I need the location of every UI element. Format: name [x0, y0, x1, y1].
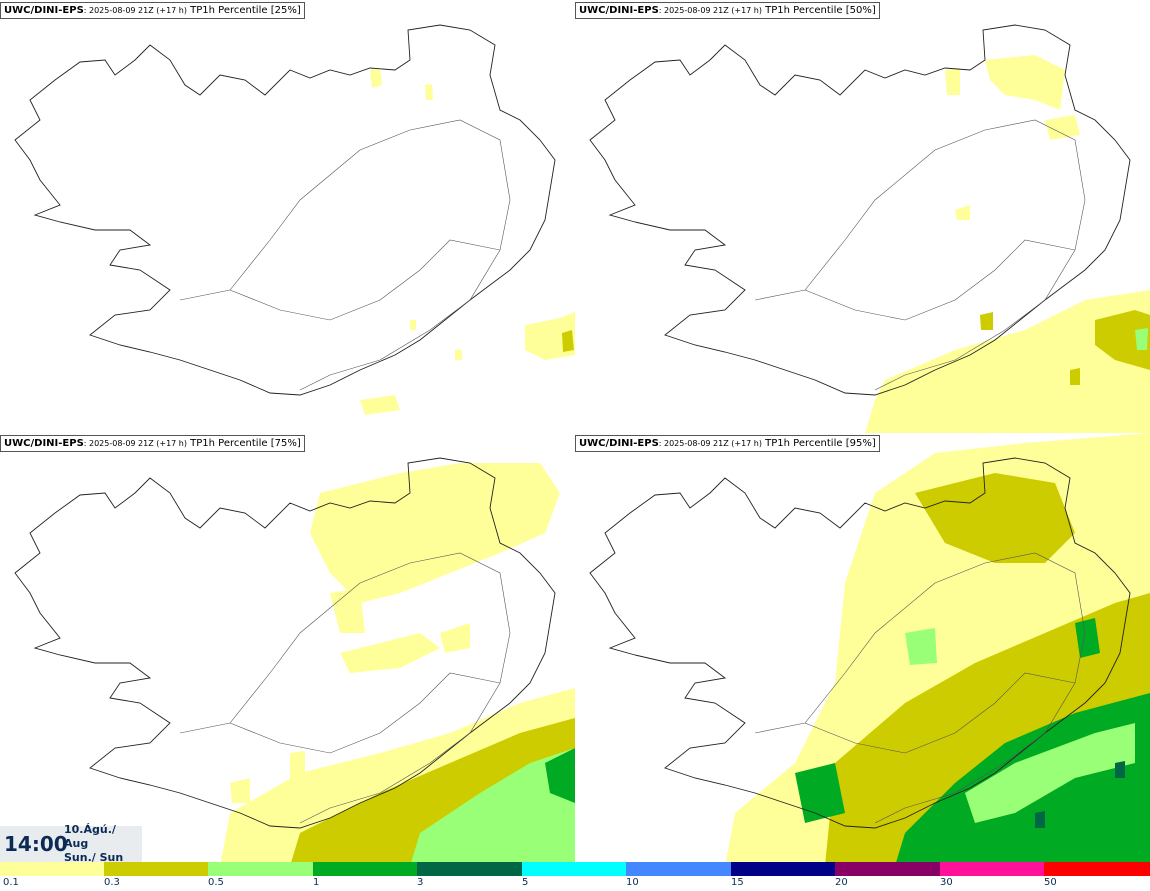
- product-title: TP1h Percentile [75%]: [186, 438, 301, 449]
- precip-legend: 0.1 0.3 0.5 1 3 5 10 15 20 30 50: [0, 862, 1150, 891]
- iceland-coastline: [14, 24, 556, 396]
- precip-map-p95: [589, 433, 1150, 866]
- precip-area: [562, 330, 574, 352]
- precip-area: [330, 588, 365, 633]
- precip-map-p25: [14, 24, 575, 415]
- legend-swatch: [208, 862, 313, 876]
- iceland-coastline: [589, 24, 1131, 396]
- valid-date-day: 10.Ágú./ Aug: [64, 823, 116, 850]
- legend-swatch: [313, 862, 417, 876]
- precip-area: [795, 763, 845, 823]
- coastline: [14, 24, 556, 396]
- coastline: [589, 24, 1131, 396]
- legend-tick: 1: [313, 877, 320, 888]
- legend-tick: 0.1: [3, 877, 19, 888]
- precip-area: [410, 748, 575, 866]
- valid-time-box: 14:00 10.Ágú./ Aug Sun./ Sun: [0, 823, 142, 865]
- legend-swatch: [104, 862, 208, 876]
- precip-area: [525, 312, 575, 360]
- legend-tick: 15: [731, 877, 744, 888]
- map-panel-p25: UWC/DINI-EPS: 2025-08-09 21Z (+17 h) TP1…: [0, 0, 575, 433]
- precip-field: [360, 68, 575, 415]
- legend-tick: 0.3: [104, 877, 120, 888]
- run-time: : 2025-08-09 21Z (+17 h): [658, 6, 762, 15]
- precip-area: [945, 68, 960, 95]
- legend-swatch: [940, 862, 1044, 876]
- precip-area: [360, 395, 400, 415]
- panel-title-p75: UWC/DINI-EPS: 2025-08-09 21Z (+17 h) TP1…: [0, 435, 305, 452]
- map-panel-p50: UWC/DINI-EPS: 2025-08-09 21Z (+17 h) TP1…: [575, 0, 1150, 433]
- iceland-coastline: [14, 457, 556, 829]
- product-title: TP1h Percentile [95%]: [761, 438, 876, 449]
- precip-area: [340, 633, 440, 673]
- legend-swatch: [1044, 862, 1150, 876]
- iceland-coastline: [589, 457, 1131, 829]
- precip-field: [220, 463, 575, 866]
- precip-area: [1095, 310, 1150, 370]
- run-time: : 2025-08-09 21Z (+17 h): [658, 439, 762, 448]
- legend-tick: 0.5: [208, 877, 224, 888]
- legend-swatch: [731, 862, 835, 876]
- road-network: [754, 552, 1086, 824]
- legend-swatch: [0, 862, 104, 876]
- model-source: UWC/DINI-EPS: [4, 5, 84, 16]
- precip-area: [230, 778, 250, 803]
- precip-area: [955, 205, 970, 220]
- legend-swatch: [417, 862, 522, 876]
- model-source: UWC/DINI-EPS: [579, 438, 659, 449]
- precip-area: [1115, 761, 1125, 778]
- precip-field: [865, 55, 1150, 433]
- legend-swatch: [835, 862, 940, 876]
- panel-title-p25: UWC/DINI-EPS: 2025-08-09 21Z (+17 h) TP1…: [0, 2, 305, 19]
- precip-area: [410, 320, 416, 330]
- legend-tick: 10: [626, 877, 639, 888]
- model-source: UWC/DINI-EPS: [4, 438, 84, 449]
- precip-area: [425, 84, 433, 100]
- precip-area: [1045, 115, 1080, 140]
- product-title: TP1h Percentile [50%]: [761, 5, 876, 16]
- valid-weekday: Sun./ Sun: [64, 851, 124, 864]
- valid-time-clock: 14:00: [4, 832, 68, 856]
- precip-area: [965, 723, 1135, 823]
- map-panel-p75: UWC/DINI-EPS: 2025-08-09 21Z (+17 h) TP1…: [0, 433, 575, 866]
- precip-area: [1035, 811, 1045, 828]
- precip-area: [915, 473, 1075, 563]
- precip-map-p50: [589, 24, 1150, 433]
- coastline: [589, 457, 1131, 829]
- panel-title-p50: UWC/DINI-EPS: 2025-08-09 21Z (+17 h) TP1…: [575, 2, 880, 19]
- precip-area: [865, 290, 1150, 433]
- precip-area: [1070, 368, 1080, 385]
- road-network: [179, 119, 511, 391]
- precip-area: [1135, 328, 1148, 350]
- legend-swatch: [626, 862, 731, 876]
- precip-area: [370, 68, 382, 88]
- map-panel-p95: UWC/DINI-EPS: 2025-08-09 21Z (+17 h) TP1…: [575, 433, 1150, 866]
- precip-area: [985, 55, 1065, 110]
- precip-area: [545, 748, 575, 803]
- legend-tick: 20: [835, 877, 848, 888]
- model-source: UWC/DINI-EPS: [579, 5, 659, 16]
- precip-area: [905, 628, 937, 665]
- legend-tick: 3: [417, 877, 424, 888]
- valid-date: 10.Ágú./ Aug Sun./ Sun: [64, 823, 142, 865]
- precip-map-p75: [14, 457, 575, 866]
- legend-tick: 5: [522, 877, 529, 888]
- product-title: TP1h Percentile [25%]: [186, 5, 301, 16]
- coastline: [14, 457, 556, 829]
- legend-swatch: [522, 862, 626, 876]
- precip-area: [980, 312, 993, 330]
- precip-area: [290, 751, 305, 793]
- road-network: [754, 119, 1086, 391]
- legend-tick: 30: [940, 877, 953, 888]
- run-time: : 2025-08-09 21Z (+17 h): [83, 439, 187, 448]
- precip-area: [455, 350, 462, 360]
- road-network: [179, 552, 511, 824]
- panel-title-p95: UWC/DINI-EPS: 2025-08-09 21Z (+17 h) TP1…: [575, 435, 880, 452]
- precip-area: [310, 463, 560, 603]
- precip-field: [725, 433, 1150, 866]
- run-time: : 2025-08-09 21Z (+17 h): [83, 6, 187, 15]
- legend-tick: 50: [1044, 877, 1057, 888]
- precip-area: [440, 623, 470, 653]
- precip-area: [1075, 618, 1100, 658]
